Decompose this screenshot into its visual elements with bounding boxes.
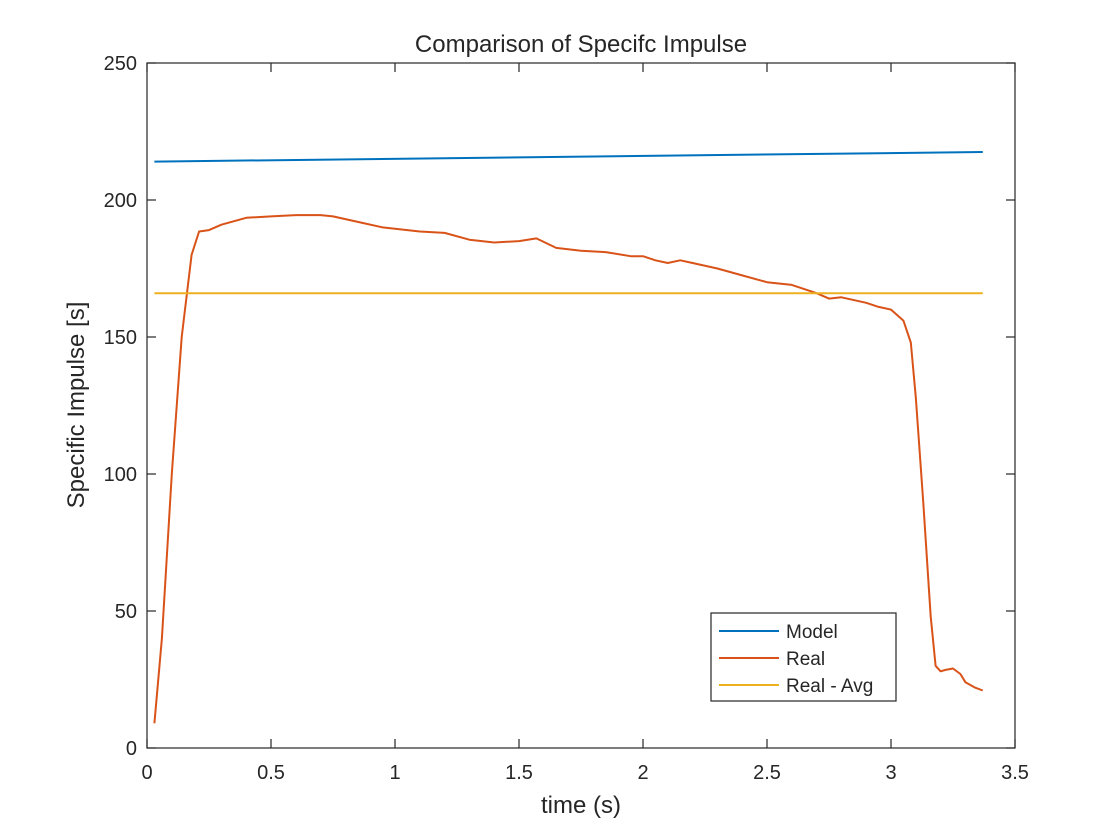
axes-box xyxy=(146,62,1016,749)
x-tick-label: 0 xyxy=(141,762,152,784)
x-tick-label: 3 xyxy=(885,762,896,784)
y-tick-label: 150 xyxy=(104,327,137,349)
y-tick-label: 200 xyxy=(104,190,137,212)
legend-entry-label: Model xyxy=(786,622,838,643)
y-tick-label: 250 xyxy=(104,53,137,75)
y-tick-label: 50 xyxy=(115,601,137,623)
series-line-real xyxy=(153,214,984,724)
x-tick-label: 3.5 xyxy=(1001,762,1029,784)
legend-entry-label: Real xyxy=(786,649,825,670)
legend-entry-label: Real - Avg xyxy=(786,676,873,697)
x-tick-label: 2.5 xyxy=(753,762,781,784)
y-axis-label: Specific Impulse [s] xyxy=(63,302,90,509)
chart-title: Comparison of Specifc Impulse xyxy=(415,31,747,58)
axis-ticks: 0 0.5 1 1.5 2 2.5 3 3.5 0 50 100 150 200 250 xyxy=(104,53,1029,784)
x-tick-label: 2 xyxy=(637,762,648,784)
series-line-model xyxy=(154,151,983,163)
x-tick-label: 0.5 xyxy=(257,762,285,784)
series-layer xyxy=(153,151,984,724)
x-tick-label: 1 xyxy=(389,762,400,784)
x-axis-label: time (s) xyxy=(541,792,621,819)
y-tick-label: 100 xyxy=(104,464,137,486)
y-tick-label: 0 xyxy=(126,738,137,760)
legend: Model Real Real - Avg xyxy=(710,612,897,702)
x-tick-label: 1.5 xyxy=(505,762,533,784)
